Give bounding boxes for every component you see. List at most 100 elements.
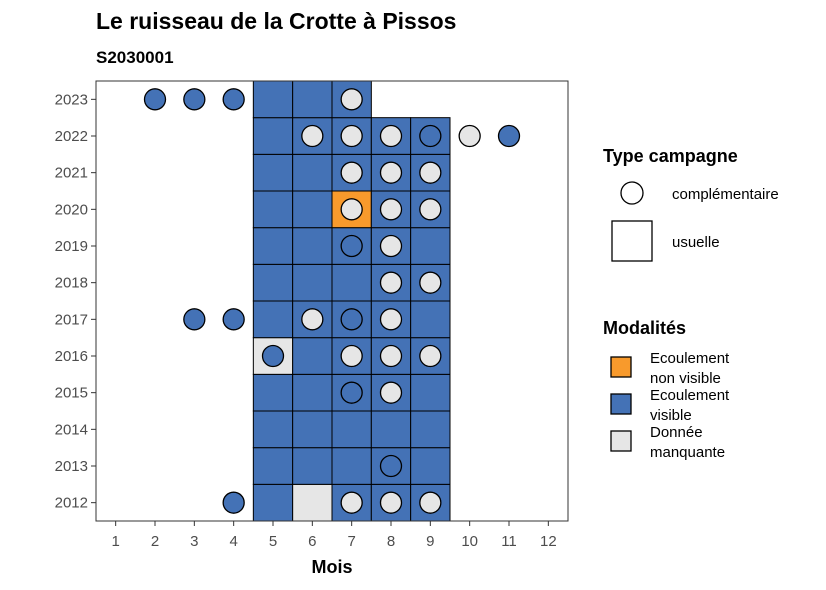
y-tick-label: 2023: [55, 91, 88, 108]
y-tick-label: 2018: [55, 275, 88, 292]
heatmap-tile: [252, 263, 294, 302]
y-tick-label: 2013: [55, 458, 88, 475]
campaign-point: [340, 308, 363, 331]
campaign-point: [379, 308, 403, 331]
campaign-point: [340, 124, 363, 148]
y-axis: 2012 2013 2014 2015 2016 2017 2018 2019 2020 2021…: [55, 91, 96, 512]
heatmap-tile: [410, 447, 451, 485]
legend-modality-label: Ecoulement visible: [650, 387, 730, 424]
heatmap-tile: [252, 373, 294, 412]
campaign-point: [340, 161, 363, 184]
heatmap-tile: [252, 227, 294, 265]
y-tick-label: 2015: [55, 385, 88, 402]
legend-modalities: Modalités Ecoulement non visibleEcoulemen…: [603, 318, 730, 461]
campaign-point: [379, 381, 403, 404]
y-tick-label: 2016: [55, 348, 88, 365]
campaign-point: [340, 344, 363, 368]
campaign-point: [419, 198, 442, 221]
campaign-point: [419, 271, 442, 294]
plot-panel-border: [95, 80, 569, 522]
campaign-point: [222, 491, 245, 514]
campaign-point: [340, 88, 363, 111]
heatmap-tile: [331, 263, 372, 302]
campaign-point: [419, 491, 442, 514]
campaign-point: [458, 124, 481, 148]
heatmap-tile: [292, 153, 333, 192]
campaign-point: [419, 161, 442, 184]
heatmap-tile: [292, 373, 333, 412]
x-axis-title: Mois: [311, 557, 352, 577]
y-tick-label: 2017: [55, 311, 88, 328]
campaign-point: [379, 491, 403, 514]
campaign-point: [379, 344, 403, 368]
points-layer: [143, 88, 521, 514]
campaign-point: [379, 454, 403, 478]
tiles-layer: [252, 80, 451, 522]
campaign-point: [340, 491, 363, 514]
legend-modality-swatch: [610, 430, 632, 452]
campaign-point: [261, 344, 285, 368]
campaign-point: [301, 308, 324, 331]
legend-circle-swatch: [620, 181, 644, 205]
campaign-point: [497, 124, 521, 148]
campaign-point: [340, 198, 363, 221]
x-tick-label: 2: [151, 533, 159, 550]
x-tick-label: 11: [501, 533, 517, 550]
legend-modality-label: Donnée manquante: [650, 424, 725, 461]
campaign-point: [301, 124, 324, 148]
campaign-point: [379, 198, 403, 221]
heatmap-tile: [252, 483, 294, 522]
heatmap-tile: [292, 190, 333, 229]
x-tick-label: 12: [540, 533, 557, 550]
x-tick-label: 3: [190, 533, 198, 550]
x-tick-label: 10: [461, 533, 478, 550]
campaign-point: [379, 161, 403, 184]
legend-modality-swatch: [610, 393, 632, 415]
heatmap-tile: [410, 373, 451, 412]
x-tick-label: 6: [308, 533, 316, 550]
heatmap-tile: [292, 80, 333, 119]
campaign-point: [379, 124, 403, 148]
heatmap-tile: [292, 410, 333, 449]
legend-campaign-type: Type campagne complémentaire usuelle: [603, 146, 779, 262]
heatmap-tile: [331, 447, 372, 485]
heatmap-tile: [410, 300, 451, 339]
x-tick-label: 1: [111, 533, 119, 550]
campaign-point: [183, 308, 206, 331]
heatmap-tile: [252, 447, 294, 485]
campaign-point: [222, 88, 245, 111]
heatmap-tile: [331, 410, 372, 449]
y-tick-label: 2022: [55, 128, 88, 145]
campaign-point: [379, 271, 403, 294]
campaign-point: [143, 88, 167, 111]
heatmap-tile: [252, 190, 294, 229]
campaign-point: [419, 344, 442, 368]
heatmap-tile: [292, 483, 333, 522]
legend-modality-swatch: [610, 356, 632, 378]
heatmap-tile: [252, 300, 294, 339]
heatmap-tile: [252, 410, 294, 449]
x-tick-label: 4: [229, 533, 237, 550]
heatmap-tile: [410, 227, 451, 265]
heatmap-tile: [410, 410, 451, 449]
heatmap-tile: [292, 337, 333, 375]
heatmap-tile: [292, 227, 333, 265]
campaign-point: [340, 234, 363, 258]
legend-square-swatch: [611, 220, 653, 262]
legend-campaign-label: complémentaire: [672, 186, 779, 203]
campaign-point: [340, 381, 363, 404]
x-tick-label: 7: [347, 533, 355, 550]
x-axis: 1 2 3 4 5 6 7 8 9 10 11 12: [111, 521, 557, 550]
campaign-point: [222, 308, 245, 331]
heatmap-tile: [252, 117, 294, 155]
chart-subtitle: S2030001: [96, 48, 174, 67]
legend-campaign-title: Type campagne: [603, 146, 738, 166]
legend-modalities-title: Modalités: [603, 318, 686, 338]
heatmap-tile: [252, 153, 294, 192]
legend-modality-label: Ecoulement non visible: [650, 350, 730, 387]
y-tick-label: 2021: [55, 165, 88, 182]
campaign-point: [419, 124, 442, 148]
x-tick-label: 8: [387, 533, 395, 550]
legend-campaign-label: usuelle: [672, 234, 720, 251]
